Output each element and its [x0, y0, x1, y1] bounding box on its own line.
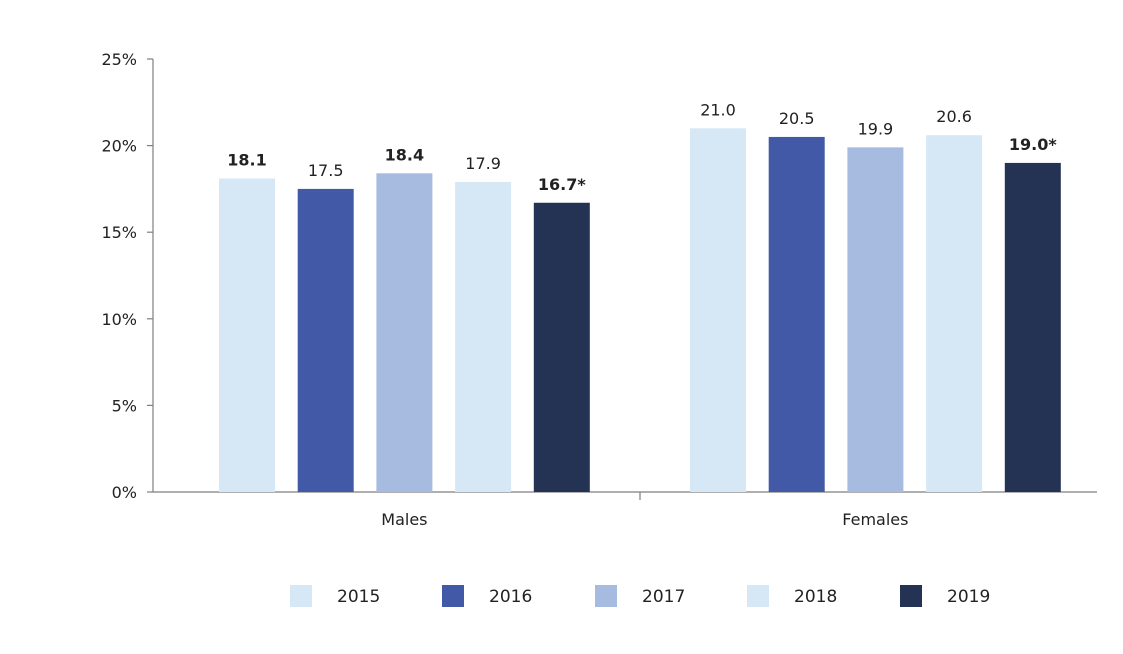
legend-label: 2018	[794, 587, 837, 607]
bar	[690, 128, 746, 492]
data-labels: 18.1 17.5 18.4 17.9 16.7* 21.0 20.5 19.9 20.6 19.…	[227, 100, 1057, 193]
y-tick-label: 10%	[101, 310, 137, 329]
axes: 0% 5% 10% 15% 20% 25% Males Females	[101, 50, 1097, 529]
bar	[455, 181, 512, 493]
legend-swatch	[290, 585, 312, 607]
data-label: 18.1	[227, 151, 266, 170]
x-category-label: Males	[381, 510, 427, 529]
legend-label: 2015	[337, 587, 380, 607]
data-label: 20.6	[936, 107, 972, 126]
data-label: 21.0	[700, 100, 736, 119]
bar	[219, 178, 275, 492]
legend-label: 2017	[642, 587, 685, 607]
bar	[768, 136, 825, 492]
data-label: 20.5	[779, 109, 815, 128]
y-tick-label: 25%	[101, 50, 137, 69]
y-tick-label: 5%	[112, 396, 137, 415]
legend: 2015 2016 2017 2018 2019	[290, 585, 990, 607]
legend-swatch	[595, 585, 617, 607]
bar	[926, 135, 983, 492]
bar	[533, 202, 590, 493]
bar	[847, 147, 904, 492]
bars	[219, 128, 1061, 493]
legend-label: 2019	[947, 587, 990, 607]
bar	[1004, 162, 1061, 493]
data-label: 19.9	[858, 119, 894, 138]
data-label: 19.0*	[1009, 135, 1057, 154]
legend-label: 2016	[489, 587, 532, 607]
legend-swatch	[900, 585, 922, 607]
y-tick-label: 20%	[101, 137, 137, 156]
x-category-label: Females	[842, 510, 908, 529]
bar	[376, 173, 433, 492]
y-tick-label: 0%	[112, 483, 137, 502]
data-label: 16.7*	[538, 175, 586, 194]
data-label: 17.9	[465, 154, 501, 173]
legend-swatch	[442, 585, 464, 607]
data-label: 18.4	[385, 145, 424, 164]
bar	[297, 188, 354, 492]
legend-swatch	[747, 585, 769, 607]
data-label: 17.5	[308, 161, 344, 180]
y-tick-label: 15%	[101, 223, 137, 242]
